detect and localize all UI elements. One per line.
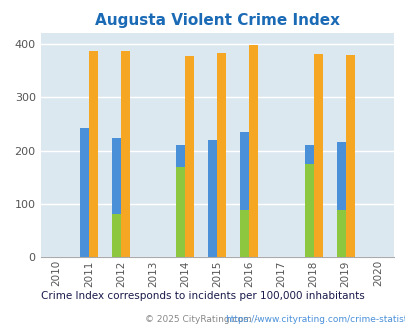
- Bar: [313, 54, 322, 257]
- Bar: [249, 45, 258, 257]
- Bar: [304, 145, 313, 257]
- Bar: [112, 138, 121, 257]
- Bar: [89, 50, 98, 257]
- Bar: [336, 211, 345, 257]
- Bar: [304, 164, 313, 257]
- Title: Augusta Violent Crime Index: Augusta Violent Crime Index: [94, 13, 339, 28]
- Text: https://www.cityrating.com/crime-statistics/: https://www.cityrating.com/crime-statist…: [224, 315, 405, 324]
- Bar: [217, 53, 226, 257]
- Text: Crime Index corresponds to incidents per 100,000 inhabitants: Crime Index corresponds to incidents per…: [41, 291, 364, 301]
- Bar: [208, 140, 217, 257]
- Bar: [176, 167, 185, 257]
- Text: © 2025 CityRating.com -: © 2025 CityRating.com -: [145, 315, 260, 324]
- Bar: [79, 128, 89, 257]
- Bar: [240, 211, 249, 257]
- Bar: [240, 132, 249, 257]
- Bar: [112, 214, 121, 257]
- Bar: [185, 56, 194, 257]
- Bar: [121, 50, 130, 257]
- Bar: [176, 145, 185, 257]
- Bar: [345, 55, 354, 257]
- Bar: [336, 142, 345, 257]
